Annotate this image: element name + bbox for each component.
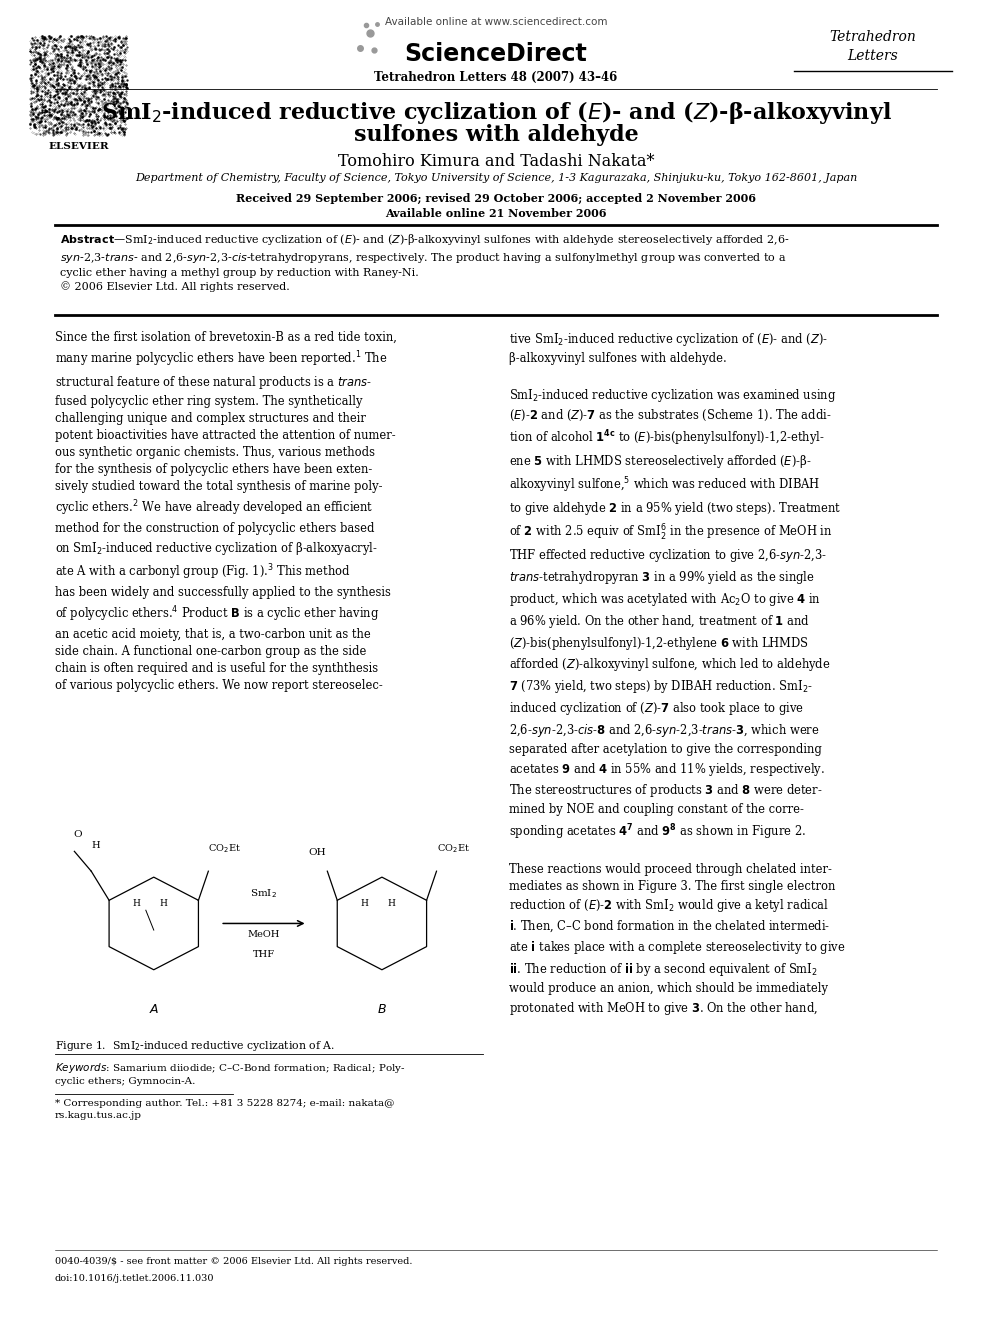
Text: $A$: $A$ — [149, 1003, 159, 1016]
Text: CO$_2$Et: CO$_2$Et — [436, 843, 469, 855]
Text: H: H — [160, 898, 168, 908]
Text: H: H — [132, 898, 140, 908]
Text: Letters: Letters — [847, 49, 899, 64]
Text: Available online at www.sciencedirect.com: Available online at www.sciencedirect.co… — [385, 17, 607, 28]
Text: Received 29 September 2006; revised 29 October 2006; accepted 2 November 2006: Received 29 September 2006; revised 29 O… — [236, 193, 756, 204]
Text: $\bf{Abstract}$—SmI$_2$-induced reductive cyclization of ($E$)- and ($Z$)-β-alko: $\bf{Abstract}$—SmI$_2$-induced reductiv… — [60, 232, 789, 292]
Text: Tomohiro Kimura and Tadashi Nakata*: Tomohiro Kimura and Tadashi Nakata* — [337, 153, 655, 171]
Text: ELSEVIER: ELSEVIER — [48, 142, 109, 151]
Text: MeOH: MeOH — [248, 930, 280, 939]
Text: OH: OH — [309, 848, 326, 857]
Text: $B$: $B$ — [377, 1003, 387, 1016]
Text: H: H — [91, 841, 100, 849]
Text: doi:10.1016/j.tetlet.2006.11.030: doi:10.1016/j.tetlet.2006.11.030 — [55, 1274, 214, 1283]
Text: O: O — [73, 831, 81, 839]
Text: Department of Chemistry, Faculty of Science, Tokyo University of Science, 1-3 Ka: Department of Chemistry, Faculty of Scie… — [135, 173, 857, 184]
Text: * Corresponding author. Tel.: +81 3 5228 8274; e-mail: nakata@
rs.kagu.tus.ac.jp: * Corresponding author. Tel.: +81 3 5228… — [55, 1099, 394, 1119]
Text: $\it{Keywords}$: Samarium diiodide; C–C-Bond formation; Radical; Poly-
cyclic et: $\it{Keywords}$: Samarium diiodide; C–C-… — [55, 1061, 405, 1086]
Text: Tetrahedron: Tetrahedron — [829, 30, 917, 45]
Text: Since the first isolation of brevetoxin-B as a red tide toxin,
many marine polyc: Since the first isolation of brevetoxin-… — [55, 331, 397, 692]
Text: SmI$_2$: SmI$_2$ — [250, 886, 278, 900]
Text: THF: THF — [253, 950, 275, 959]
Text: Figure 1.  SmI$_2$-induced reductive cyclization of A.: Figure 1. SmI$_2$-induced reductive cycl… — [55, 1039, 334, 1053]
Text: H: H — [360, 898, 368, 908]
Text: SmI$_2$-induced reductive cyclization of ($E$)- and ($Z$)-β-alkoxyvinyl: SmI$_2$-induced reductive cyclization of… — [100, 99, 892, 126]
Text: 0040-4039/$ - see front matter © 2006 Elsevier Ltd. All rights reserved.: 0040-4039/$ - see front matter © 2006 El… — [55, 1257, 412, 1266]
Text: CO$_2$Et: CO$_2$Et — [208, 843, 241, 855]
Text: Available online 21 November 2006: Available online 21 November 2006 — [385, 208, 607, 218]
Text: ScienceDirect: ScienceDirect — [405, 42, 587, 66]
Text: sulfones with aldehyde: sulfones with aldehyde — [353, 124, 639, 147]
Text: tive SmI$_2$-induced reductive cyclization of ($E$)- and ($Z$)-
β-alkoxyvinyl su: tive SmI$_2$-induced reductive cyclizati… — [509, 331, 845, 1017]
Text: H: H — [388, 898, 396, 908]
Text: Tetrahedron Letters 48 (2007) 43–46: Tetrahedron Letters 48 (2007) 43–46 — [374, 71, 618, 85]
